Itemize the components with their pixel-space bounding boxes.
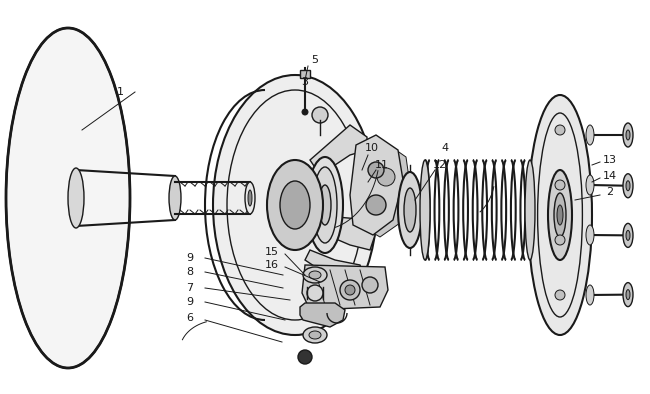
Text: 1: 1 [116,87,124,97]
Text: 8: 8 [187,267,194,277]
Ellipse shape [309,271,321,279]
Ellipse shape [313,167,337,243]
Polygon shape [302,265,388,310]
Ellipse shape [623,282,633,307]
Ellipse shape [362,277,378,293]
Ellipse shape [303,267,327,283]
Ellipse shape [312,107,328,123]
Ellipse shape [6,28,130,368]
Text: 2: 2 [606,187,614,197]
Ellipse shape [623,223,633,247]
Ellipse shape [368,162,384,178]
Text: 11: 11 [375,160,389,170]
Ellipse shape [626,181,630,191]
Ellipse shape [68,168,84,228]
Text: 3: 3 [302,77,309,87]
Polygon shape [315,215,375,250]
Ellipse shape [366,195,386,215]
Text: 6: 6 [187,313,194,323]
Text: 7: 7 [187,283,194,293]
Text: 9: 9 [187,253,194,263]
Text: 16: 16 [265,260,279,270]
Ellipse shape [345,285,355,295]
Ellipse shape [307,157,343,253]
Ellipse shape [626,230,630,240]
Polygon shape [300,70,310,78]
Ellipse shape [298,350,312,364]
Ellipse shape [280,181,310,229]
Text: 10: 10 [365,143,379,153]
Ellipse shape [586,125,594,145]
Ellipse shape [267,160,323,250]
Text: 14: 14 [603,171,617,181]
Text: 12: 12 [433,160,447,170]
Ellipse shape [626,290,630,299]
Ellipse shape [309,331,321,339]
Ellipse shape [303,327,327,343]
Polygon shape [360,143,410,237]
Ellipse shape [340,280,360,300]
Text: 9: 9 [187,297,194,307]
Ellipse shape [248,190,252,206]
Ellipse shape [555,235,565,245]
Ellipse shape [398,172,422,248]
Ellipse shape [213,75,377,335]
Polygon shape [305,250,365,290]
Ellipse shape [623,174,633,198]
Ellipse shape [307,285,323,301]
Ellipse shape [420,160,430,260]
Ellipse shape [528,95,592,335]
Text: 15: 15 [265,247,279,257]
Text: 13: 13 [603,155,617,165]
Polygon shape [300,303,345,327]
Ellipse shape [377,168,395,186]
Ellipse shape [586,175,594,195]
Ellipse shape [169,176,181,220]
Ellipse shape [555,180,565,190]
Ellipse shape [302,109,308,115]
Ellipse shape [319,185,331,225]
Ellipse shape [555,125,565,135]
Text: 4: 4 [441,143,448,153]
Ellipse shape [626,130,630,140]
Ellipse shape [557,205,563,225]
Ellipse shape [404,188,416,232]
Text: 5: 5 [311,55,318,65]
Ellipse shape [586,285,594,305]
Ellipse shape [525,160,535,260]
Polygon shape [350,135,403,235]
Ellipse shape [554,193,566,237]
Polygon shape [310,125,367,175]
Ellipse shape [586,225,594,245]
Ellipse shape [555,290,565,300]
Ellipse shape [623,123,633,147]
Ellipse shape [245,182,255,214]
Ellipse shape [548,170,572,260]
